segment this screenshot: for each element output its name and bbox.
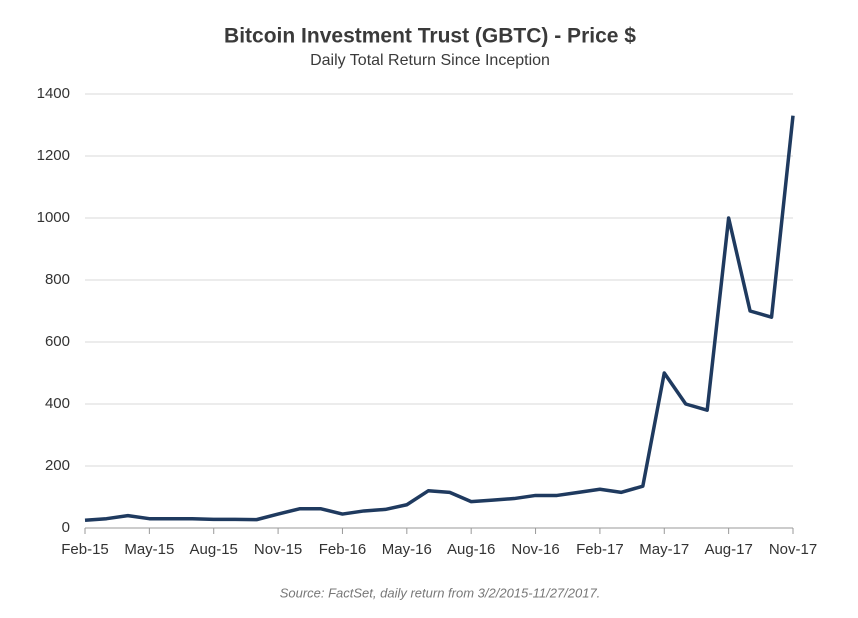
y-tick-label: 800 — [45, 271, 70, 288]
x-tick-label: Aug-17 — [704, 541, 752, 558]
y-tick-label: 1200 — [37, 147, 70, 164]
chart-subtitle: Daily Total Return Since Inception — [310, 52, 550, 69]
x-tick-label: May-16 — [382, 541, 432, 558]
x-tick-label: Aug-15 — [190, 541, 238, 558]
x-tick-label: Feb-17 — [576, 541, 624, 558]
x-tick-label: May-17 — [639, 541, 689, 558]
chart-title: Bitcoin Investment Trust (GBTC) - Price … — [224, 25, 636, 48]
x-tick-label: Feb-15 — [61, 541, 109, 558]
x-tick-label: Aug-16 — [447, 541, 495, 558]
y-tick-label: 0 — [62, 519, 70, 536]
y-tick-label: 600 — [45, 333, 70, 350]
x-tick-label: Nov-16 — [511, 541, 559, 558]
y-tick-label: 1400 — [37, 85, 70, 102]
y-tick-label: 400 — [45, 395, 70, 412]
x-tick-label: Nov-17 — [769, 541, 817, 558]
x-tick-label: Nov-15 — [254, 541, 302, 558]
price-line — [84, 115, 795, 522]
y-tick-label: 1000 — [37, 209, 70, 226]
source-note: Source: FactSet, daily return from 3/2/2… — [280, 585, 601, 600]
x-tick-label: May-15 — [124, 541, 174, 558]
y-tick-label: 200 — [45, 457, 70, 474]
x-tick-label: Feb-16 — [319, 541, 367, 558]
